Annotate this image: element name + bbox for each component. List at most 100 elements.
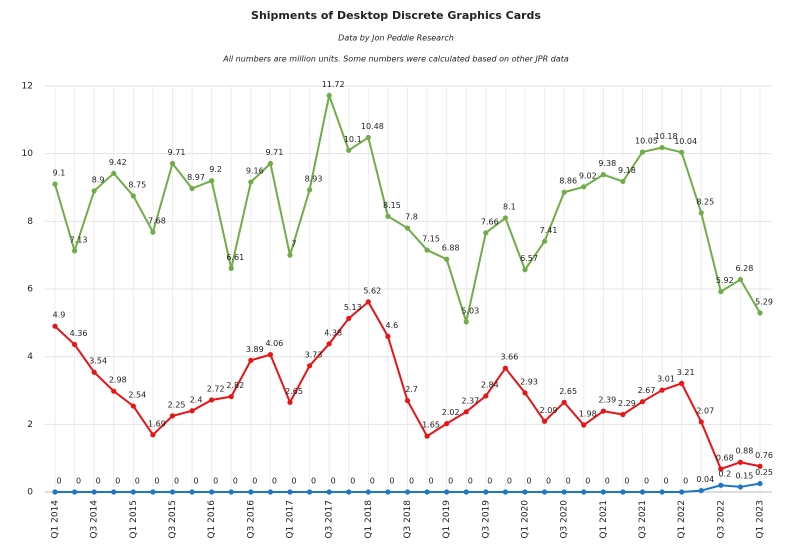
data-point	[267, 352, 274, 358]
x-tick-label: Q1 2017	[286, 500, 296, 539]
data-label: 2.54	[128, 391, 146, 400]
data-point	[306, 489, 313, 495]
data-label: 2.72	[207, 384, 225, 393]
data-point	[581, 184, 587, 190]
data-point	[718, 289, 724, 295]
data-label: 7.13	[70, 235, 88, 244]
data-point	[267, 160, 274, 167]
data-point	[639, 489, 646, 495]
data-label: 3.73	[305, 350, 323, 359]
data-label: 9.71	[168, 148, 186, 157]
data-label: 0	[468, 477, 473, 486]
data-label: 4.9	[53, 311, 66, 320]
data-label: 0	[585, 477, 590, 486]
data-label: 2.09	[540, 406, 558, 415]
data-label: 0	[233, 477, 238, 486]
data-label: 7.41	[540, 226, 558, 235]
data-label: 0	[526, 477, 531, 486]
data-label: 9.71	[266, 148, 284, 157]
data-point	[502, 489, 509, 495]
data-label: 11.72	[322, 80, 345, 89]
data-point	[248, 357, 254, 363]
data-label: 0	[194, 477, 199, 486]
data-label: 1.65	[422, 421, 440, 430]
data-label: 7.15	[422, 235, 440, 244]
data-point	[228, 393, 234, 400]
chart-title: Shipments of Desktop Discrete Graphics C…	[251, 9, 541, 22]
data-label: 3.21	[677, 368, 695, 377]
data-point	[169, 160, 176, 167]
data-point	[620, 411, 626, 418]
data-label: 2.07	[696, 406, 714, 415]
chart-subtitle: Data by Jon Peddie Research	[338, 34, 454, 43]
x-tick-label: Q1 2021	[599, 500, 609, 539]
data-point	[737, 276, 744, 283]
data-label: 0	[350, 477, 355, 486]
data-label: 1.98	[579, 410, 597, 419]
data-label: 0	[252, 477, 257, 486]
data-label: 0	[115, 477, 120, 486]
data-label: 5.62	[363, 286, 381, 295]
y-tick-label: 6	[27, 285, 33, 295]
data-point	[209, 397, 215, 403]
data-point	[679, 489, 685, 495]
data-label: 2.65	[285, 387, 303, 396]
data-label: 7.68	[148, 217, 166, 226]
data-point	[522, 267, 528, 273]
x-tick-label: Q3 2020	[560, 500, 570, 539]
data-point	[91, 489, 97, 495]
y-tick-label: 8	[27, 217, 33, 227]
data-point	[620, 489, 626, 495]
data-point	[169, 489, 176, 495]
x-tick-label: Q1 2019	[442, 500, 452, 539]
data-label: 8.86	[559, 177, 577, 186]
data-point	[483, 230, 489, 236]
data-point	[209, 489, 215, 495]
data-point	[365, 489, 371, 495]
data-point	[365, 299, 371, 305]
data-point	[150, 229, 156, 235]
data-point	[737, 459, 744, 465]
x-tick-label: Q3 2015	[168, 500, 178, 539]
data-label: 0.04	[696, 475, 714, 484]
data-point	[659, 387, 665, 393]
y-tick-label: 12	[22, 82, 33, 92]
x-tick-label: Q3 2021	[638, 500, 648, 539]
data-point	[444, 256, 450, 262]
data-label: 9.2	[209, 165, 222, 174]
data-label: 2.84	[481, 380, 499, 389]
data-label: 2.67	[638, 386, 656, 395]
data-label: 8.9	[92, 175, 105, 184]
data-label: 3.54	[89, 357, 107, 366]
data-point	[404, 489, 411, 495]
data-point	[698, 210, 704, 216]
data-label: 3.01	[657, 375, 675, 384]
data-point	[444, 421, 450, 427]
data-label: 10.18	[655, 132, 678, 141]
data-label: 5.03	[461, 306, 479, 315]
data-label: 2.39	[598, 396, 616, 405]
data-label: 9.38	[598, 159, 616, 168]
data-point	[111, 388, 117, 394]
data-point	[130, 489, 136, 495]
data-point	[444, 489, 450, 495]
data-point	[71, 341, 78, 348]
data-point	[52, 323, 58, 329]
data-point	[757, 480, 763, 487]
data-label: 0	[566, 477, 571, 486]
data-point	[502, 215, 509, 221]
data-label: 0	[174, 477, 179, 486]
data-label: 10.04	[674, 137, 697, 146]
data-point	[698, 419, 704, 425]
data-point	[365, 134, 371, 141]
data-point	[91, 188, 97, 194]
data-label: 2.82	[226, 381, 244, 390]
data-label: 0	[370, 477, 375, 486]
data-point	[561, 489, 567, 495]
data-point	[111, 489, 117, 495]
data-label: 2.4	[190, 395, 203, 404]
data-label: 8.97	[187, 173, 205, 182]
data-point	[306, 363, 313, 369]
data-point	[150, 432, 156, 438]
